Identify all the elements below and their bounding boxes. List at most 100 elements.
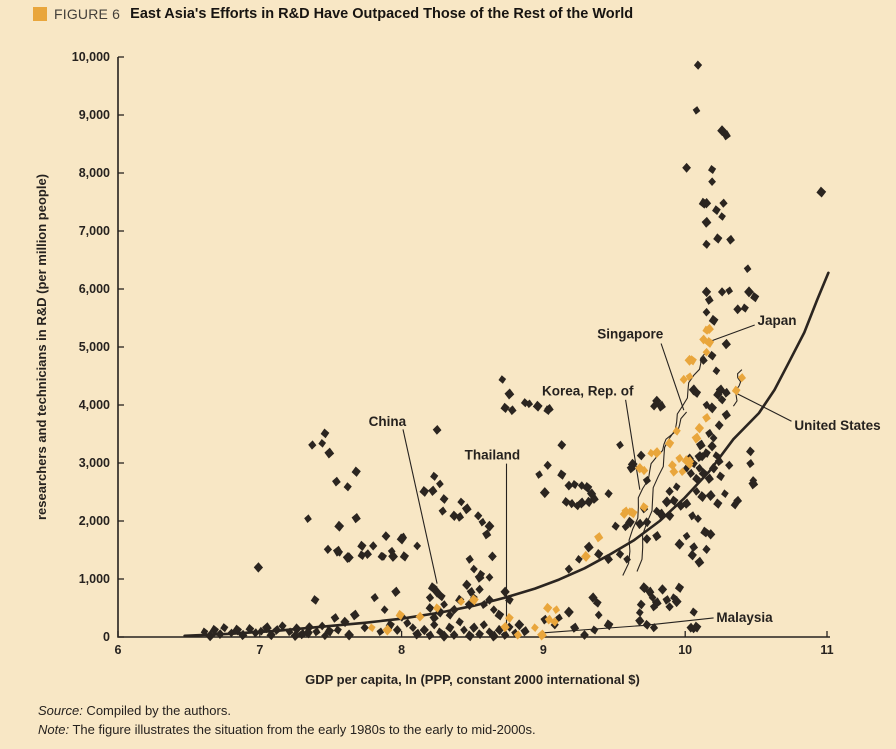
- scatter-point: [449, 510, 459, 521]
- scatter-point: [324, 447, 335, 459]
- east-asia-point: [639, 502, 649, 512]
- scatter-point: [351, 512, 361, 524]
- east-asia-point: [687, 355, 697, 366]
- east-asia-point: [513, 630, 523, 640]
- scatter-point: [625, 516, 635, 528]
- country-label: Thailand: [465, 448, 521, 463]
- scatter-point: [488, 551, 497, 562]
- east-asia-point: [469, 594, 479, 606]
- scatter-point: [718, 212, 726, 221]
- scatter-point: [615, 549, 625, 559]
- scatter-point: [200, 627, 209, 637]
- x-tick-label: 9: [540, 643, 547, 657]
- scatter-point: [721, 130, 731, 141]
- leader-line: [711, 324, 755, 342]
- scatter-point: [439, 630, 450, 642]
- scatter-point: [392, 625, 402, 635]
- east-asia-point: [675, 453, 684, 463]
- scatter-point: [570, 479, 579, 490]
- scatter-point: [419, 485, 430, 497]
- east-asia-point: [651, 447, 662, 459]
- scatter-point: [730, 500, 739, 510]
- scatter-point: [449, 604, 459, 615]
- scatter-point: [238, 629, 248, 641]
- scatter-point: [604, 554, 613, 565]
- source-line: Source: Compiled by the authors.: [38, 701, 536, 720]
- scatter-point: [432, 425, 442, 435]
- scatter-point: [500, 402, 510, 414]
- scatter-point: [816, 186, 827, 198]
- scatter-point: [651, 597, 662, 609]
- scatter-point: [479, 620, 488, 630]
- east-asia-point: [457, 597, 466, 606]
- scatter-point: [694, 514, 702, 524]
- scatter-point: [330, 613, 340, 623]
- scatter-point: [220, 623, 229, 633]
- scatter-point: [465, 554, 474, 564]
- scatter-point: [691, 621, 702, 633]
- scatter-point: [656, 508, 666, 520]
- scatter-point: [266, 629, 276, 641]
- east-asia-point: [685, 460, 694, 470]
- figure-number-label: FIGURE 6: [54, 6, 121, 22]
- scatter-point: [733, 304, 743, 315]
- scatter-point: [707, 402, 717, 414]
- scatter-point: [695, 439, 706, 451]
- scatter-point: [717, 287, 727, 297]
- scatter-point: [494, 624, 505, 636]
- scatter-point: [561, 497, 571, 507]
- scatter-point: [209, 624, 219, 636]
- scatter-point: [520, 626, 530, 637]
- scatter-point: [308, 440, 317, 450]
- east-asia-point: [664, 438, 675, 449]
- scatter-point: [725, 460, 734, 470]
- scatter-point: [272, 625, 282, 635]
- scatter-point: [702, 307, 711, 317]
- scatter-point: [702, 544, 711, 555]
- y-tick-label: 2,000: [79, 514, 110, 528]
- scatter-point: [470, 564, 478, 574]
- scatter-point: [674, 538, 685, 550]
- scatter-point: [439, 494, 449, 504]
- scatter-point: [557, 440, 567, 450]
- scatter-point: [671, 596, 682, 608]
- x-tick-label: 7: [256, 643, 263, 657]
- scatter-point: [333, 625, 342, 635]
- scatter-point: [478, 517, 487, 527]
- scatter-point: [498, 375, 507, 384]
- scatter-point: [708, 463, 719, 474]
- scatter-point: [232, 624, 242, 636]
- scatter-point: [500, 630, 510, 640]
- scatter-point: [500, 586, 510, 597]
- scatter-point: [695, 463, 704, 473]
- scatter-point: [318, 621, 327, 631]
- scatter-point: [697, 491, 708, 503]
- scatter-point: [340, 616, 350, 628]
- scatter-point: [592, 597, 602, 608]
- east-asia-point: [543, 602, 553, 614]
- y-tick-label: 6,000: [79, 282, 110, 296]
- scatter-point: [635, 615, 645, 626]
- scatter-point: [704, 295, 714, 305]
- scatter-point: [440, 600, 448, 609]
- scatter-point: [716, 471, 725, 482]
- scatter-point: [586, 488, 597, 499]
- east-asia-point: [704, 336, 715, 348]
- scatter-point: [398, 532, 408, 542]
- scatter-point: [692, 487, 701, 496]
- united-states-trajectory: [732, 369, 743, 407]
- east-asia-point: [699, 334, 708, 345]
- scatter-point: [649, 623, 659, 633]
- scatter-point: [721, 489, 729, 498]
- scatter-point: [475, 584, 484, 595]
- scatter-point: [438, 506, 447, 516]
- scatter-point: [344, 629, 355, 641]
- east-asia-point: [500, 621, 510, 633]
- scatter-point: [669, 495, 679, 506]
- scatter-point: [285, 627, 294, 637]
- east-asia-point: [704, 323, 714, 335]
- east-asia-point: [550, 617, 559, 627]
- scatter-point: [436, 591, 446, 602]
- scatter-point: [205, 630, 216, 642]
- note-prefix: Note:: [38, 722, 70, 737]
